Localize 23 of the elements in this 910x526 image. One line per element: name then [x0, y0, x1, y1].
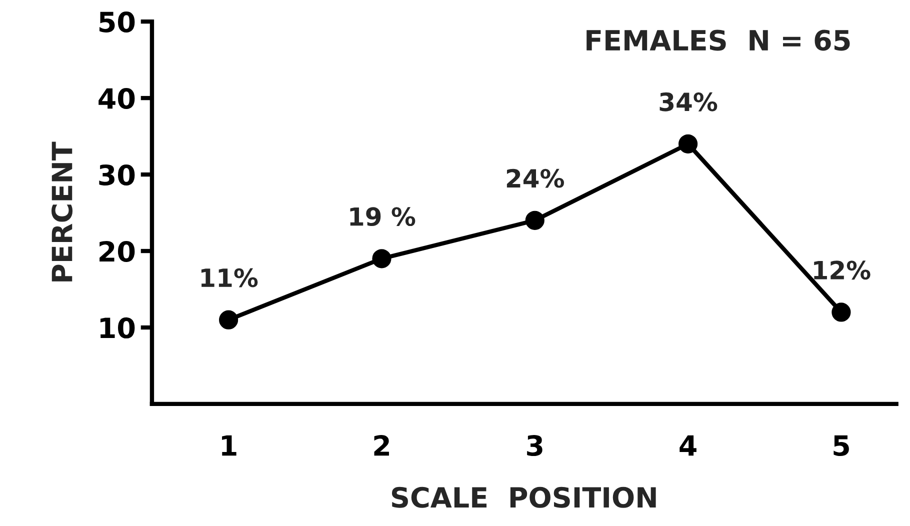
- data-label: 24%: [506, 168, 564, 188]
- y-tick-label: 10: [100, 317, 135, 338]
- x-tick-label: 2: [374, 435, 389, 456]
- point: [525, 210, 544, 230]
- y-tick-label: 30: [99, 164, 135, 186]
- chart-title: FEMALES N = 65: [586, 30, 850, 51]
- x-tick-label: 5: [834, 435, 849, 456]
- data-label: 19 %: [350, 207, 416, 226]
- y-tick-label: 40: [98, 88, 135, 109]
- x-tick-label: 4: [680, 435, 696, 456]
- y-tick-label: 50: [99, 12, 135, 33]
- data-label: 34%: [660, 92, 718, 112]
- data-label: 11%: [201, 268, 258, 288]
- data-label: 12%: [814, 260, 870, 280]
- x-axis-title: SCALE POSITION: [392, 486, 656, 508]
- y-axis-title: PERCENT: [52, 142, 73, 282]
- point: [678, 134, 698, 154]
- y-tick-label: 20: [100, 240, 135, 262]
- point: [219, 310, 238, 330]
- x-tick-label: 1: [222, 435, 236, 456]
- point: [832, 302, 851, 322]
- x-tick-label: 3: [527, 435, 542, 456]
- point: [372, 249, 392, 268]
